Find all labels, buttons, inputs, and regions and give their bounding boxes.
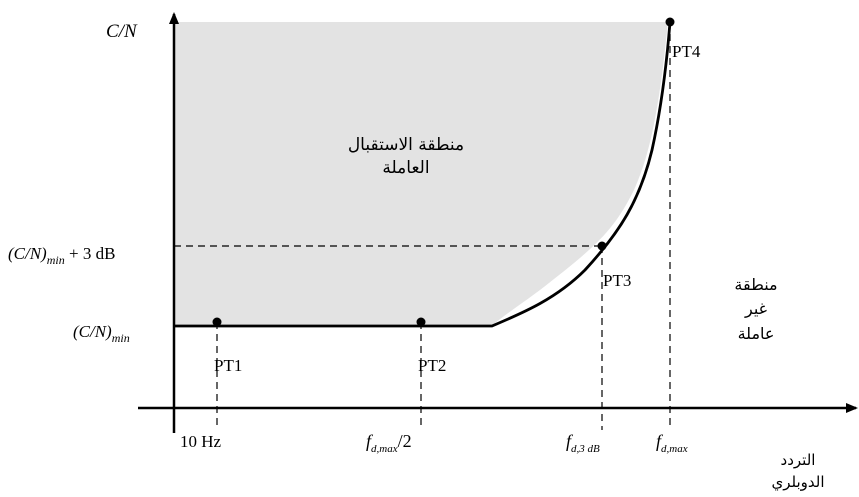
threshold-curve	[174, 21, 672, 328]
point-pt2	[416, 317, 426, 327]
working-region-shading	[174, 22, 668, 326]
point-pt3	[597, 241, 607, 251]
working-region-label-line1: منطقة الاستقبال	[348, 135, 464, 155]
tick-label-fd3db: fd,3 dB	[566, 431, 600, 455]
tick-label-10hz: 10 Hz	[180, 432, 222, 451]
non-working-region-label-line3: عاملة	[738, 324, 775, 343]
point-pt4	[665, 17, 675, 27]
tick-label-fdmax-half: fd,max/2	[366, 431, 412, 455]
non-working-region-label-line1: منطقة	[734, 275, 777, 294]
label-pt2: PT2	[418, 356, 446, 375]
point-pt1	[212, 317, 222, 327]
level-label-min: (C/N)min	[73, 322, 130, 345]
working-region-label-line2: العاملة	[382, 158, 429, 178]
y-axis-label: C/N	[106, 21, 138, 42]
label-pt4: PT4	[672, 42, 701, 61]
x-axis-label-line2: الدوبلري	[771, 473, 824, 492]
x-axis-label-line1: التردد	[781, 451, 816, 469]
label-pt3: PT3	[603, 271, 631, 290]
tick-label-fdmax: fd,max	[656, 431, 688, 455]
guide-lines	[174, 22, 671, 430]
non-working-region-label-line2: غير	[744, 299, 767, 319]
level-label-min-plus-3db: (C/N)min + 3 dB	[8, 244, 115, 267]
label-pt1: PT1	[214, 356, 242, 375]
